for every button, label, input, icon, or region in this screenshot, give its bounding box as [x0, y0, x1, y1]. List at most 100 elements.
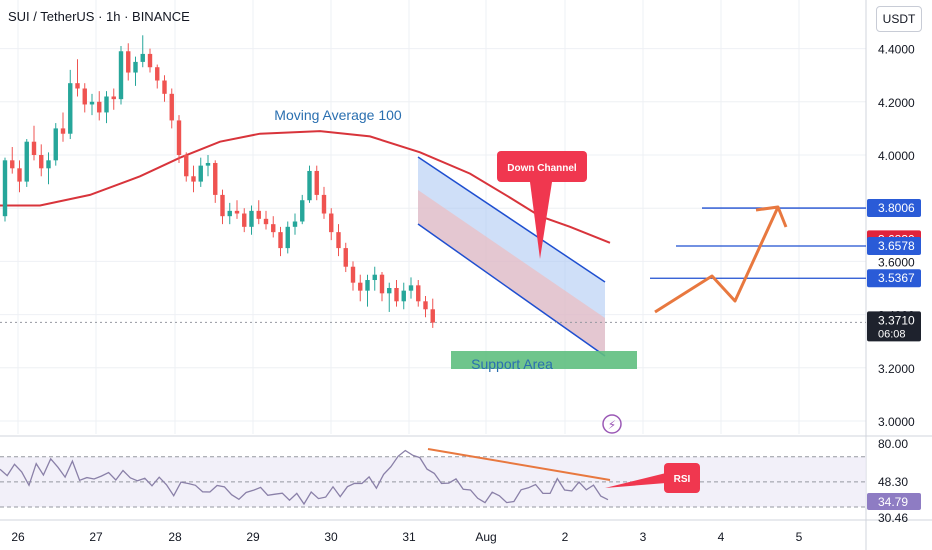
- time-tick-5: 31: [402, 530, 416, 544]
- support-label: Support Area: [471, 356, 553, 372]
- candle-body-29: [213, 162, 218, 195]
- rsi-tag-bg: [867, 492, 921, 510]
- rsi-pane: [0, 448, 866, 508]
- candle-body-15: [111, 96, 116, 100]
- candle-body-58: [423, 301, 428, 310]
- time-tick-7: 2: [562, 530, 569, 544]
- candle-body-42: [307, 170, 312, 201]
- support-rect: [451, 351, 637, 369]
- moving-average-100: [0, 130, 611, 244]
- candle-body-5: [39, 155, 44, 169]
- symbol-header[interactable]: SUI / TetherUS · 1h · BINANCE: [8, 9, 190, 24]
- candle-body-19: [140, 53, 145, 62]
- candle-body-57: [416, 285, 421, 302]
- rsi-tick-0: 80.00: [878, 437, 908, 451]
- candle-body-34: [249, 210, 254, 227]
- candle-body-12: [89, 101, 95, 105]
- candle-body-52: [379, 274, 385, 294]
- candle-body-20: [147, 53, 153, 68]
- candle-body-7: [53, 128, 58, 161]
- currency-button[interactable]: USDT: [876, 6, 922, 32]
- channel-lower-fill: [418, 190, 605, 356]
- candle-body-49: [358, 282, 363, 291]
- ma-line: [0, 130, 611, 244]
- candle-body-37: [271, 224, 276, 233]
- candle-body-28: [205, 162, 211, 166]
- time-tick-8: 3: [640, 530, 647, 544]
- candle-body-25: [184, 155, 189, 177]
- channel-bottom-line: [417, 223, 606, 357]
- price-tick-4: 3.6000: [878, 255, 915, 269]
- candle-body-8: [60, 128, 66, 134]
- candle-body-21: [155, 67, 160, 81]
- time-tick-3: 29: [246, 530, 260, 544]
- time-tick-4: 30: [324, 530, 338, 544]
- rsi-label: RSI: [674, 474, 691, 485]
- candle-body-32: [234, 210, 240, 214]
- price-tag-countdown-4: 06:08: [878, 328, 906, 340]
- candle-body-27: [198, 165, 203, 182]
- candle-body-23: [169, 93, 174, 121]
- time-tick-1: 27: [89, 530, 103, 544]
- rsi-label-pointer: [605, 473, 666, 488]
- projection-arrow: [654, 205, 788, 314]
- candle-body-4: [31, 141, 37, 155]
- candle-body-16: [118, 51, 124, 100]
- candle-body-40: [292, 221, 298, 227]
- down-channel-label-box: [497, 151, 587, 182]
- candle-body-36: [263, 218, 269, 225]
- price-tag-bg-3: [867, 269, 921, 288]
- candles: [2, 35, 435, 328]
- down-channel-pointer: [530, 182, 552, 259]
- price-tag-4: 3.3710: [878, 313, 915, 327]
- candle-body-59: [430, 309, 435, 323]
- time-tick-10: 5: [796, 530, 803, 544]
- rsi-tick-1: 48.30: [878, 475, 908, 489]
- price-tick-7: 3.0000: [878, 415, 915, 429]
- arrow-head: [755, 205, 788, 228]
- candle-body-47: [343, 248, 348, 267]
- channel-top-line: [417, 156, 606, 283]
- candle-body-18: [133, 61, 138, 73]
- horizontal-levels: [0, 207, 866, 323]
- price-tag-bg-0: [867, 199, 921, 218]
- rsi-trendline: [427, 448, 611, 481]
- candle-body-55: [401, 290, 406, 302]
- candle-body-33: [242, 213, 247, 227]
- candle-body-17: [126, 51, 131, 73]
- time-tick-9: 4: [718, 530, 725, 544]
- price-tag-3: 3.5367: [878, 271, 915, 285]
- candle-body-1: [10, 160, 15, 169]
- price-tag-2: 3.6578: [878, 239, 915, 253]
- candle-body-2: [17, 168, 22, 182]
- down-channel-label: Down Channel: [507, 163, 577, 174]
- candle-body-51: [372, 274, 377, 281]
- price-tag-bg-2: [867, 237, 921, 256]
- annotation-labels: Moving Average 100 Down Channel Support Ar…: [274, 107, 700, 493]
- candle-body-44: [321, 194, 327, 214]
- candle-body-38: [278, 232, 283, 249]
- candle-body-9: [68, 83, 73, 134]
- price-tick-6: 3.2000: [878, 362, 915, 376]
- candle-body-24: [176, 120, 182, 155]
- time-tick-0: 26: [11, 530, 25, 544]
- candle-body-10: [75, 83, 80, 89]
- candle-body-14: [104, 96, 109, 113]
- candle-body-43: [314, 170, 319, 195]
- candle-body-0: [2, 160, 8, 217]
- candle-body-53: [387, 288, 392, 294]
- rsi-line: [0, 449, 609, 506]
- price-tick-0: 4.4000: [878, 43, 915, 57]
- candle-body-3: [24, 141, 29, 182]
- watermark-icon: ⚡: [608, 418, 616, 432]
- candle-body-6: [46, 160, 51, 169]
- ma-label: Moving Average 100: [274, 107, 402, 123]
- candle-body-39: [285, 226, 290, 249]
- support-area: [451, 351, 637, 369]
- candle-body-46: [336, 232, 341, 249]
- time-tick-2: 28: [168, 530, 182, 544]
- arrow-path: [654, 206, 780, 314]
- candle-body-50: [365, 280, 370, 291]
- price-tag-bg-4: [867, 311, 921, 342]
